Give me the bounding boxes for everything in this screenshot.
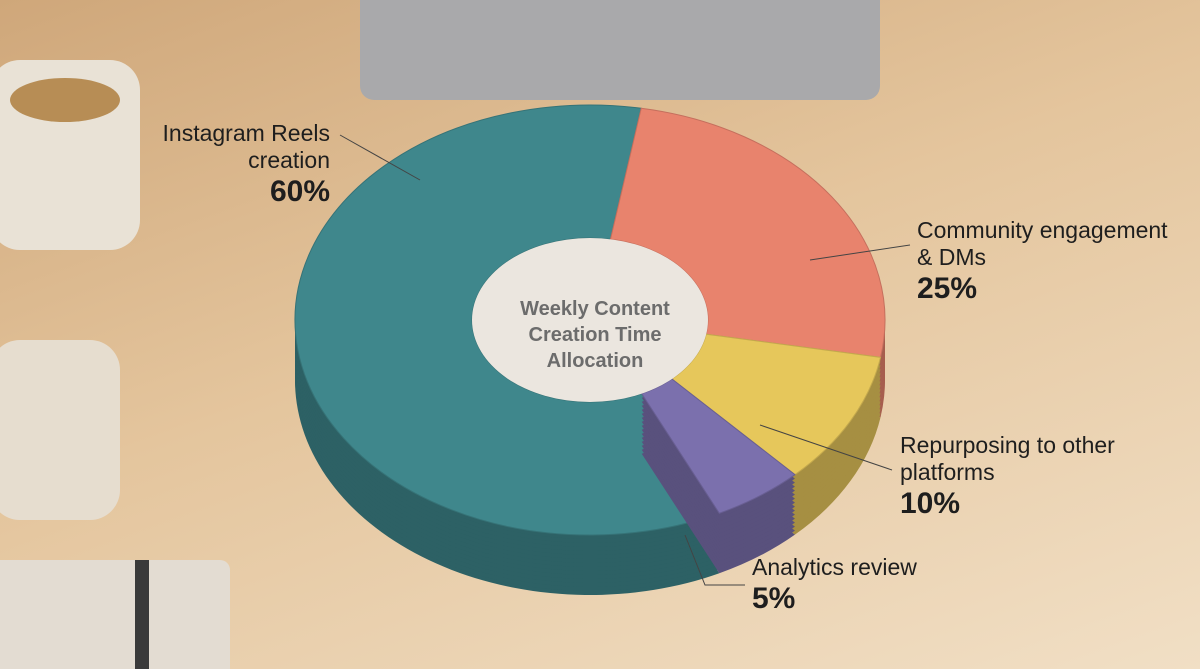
- value-label: 10%: [900, 487, 961, 520]
- slice-label: Analytics review 5%: [752, 554, 1012, 617]
- chart-title: Weekly Content Creation Time Allocation: [520, 298, 670, 372]
- coffee: [10, 78, 120, 122]
- slice-label: Community engagement & DMs 25%: [917, 217, 1177, 307]
- hole: [472, 238, 708, 402]
- leaders: [339, 134, 911, 586]
- value-label: 60%: [269, 175, 330, 208]
- category-label: Repurposing to other platforms: [900, 432, 1115, 485]
- cup: [0, 340, 120, 520]
- value-label: 5%: [752, 582, 796, 615]
- leader-line: [759, 424, 893, 471]
- leader-line: [339, 134, 421, 181]
- slice: [294, 104, 721, 595]
- notebook-band: [135, 560, 149, 669]
- slice-top: [640, 378, 796, 514]
- notebook: [0, 560, 230, 669]
- leader-line: [684, 534, 745, 586]
- category-label: Community engagement & DMs: [917, 217, 1168, 270]
- value-label: 25%: [917, 272, 978, 305]
- slice: [609, 107, 886, 418]
- leader-line: [809, 244, 911, 261]
- slices: [294, 104, 886, 595]
- slice: [640, 378, 796, 574]
- category-label: Instagram Reels creation: [162, 120, 330, 173]
- slice-label: Instagram Reels creation 60%: [150, 120, 330, 210]
- laptop: [360, 0, 880, 100]
- category-label: Analytics review: [752, 554, 917, 580]
- slice-label: Repurposing to other platforms 10%: [900, 432, 1160, 522]
